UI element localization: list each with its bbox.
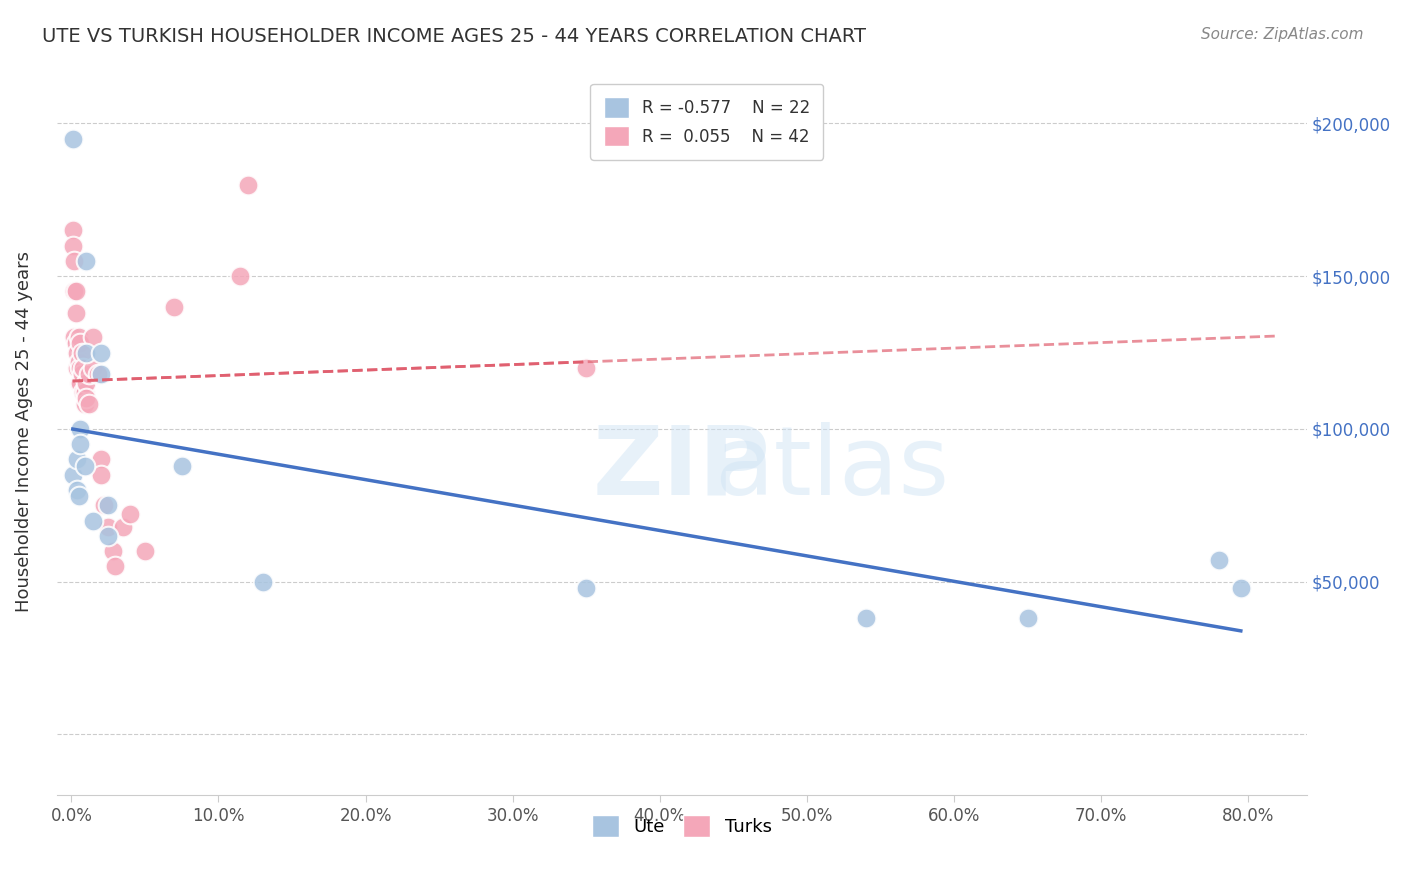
Point	[73, 385, 96, 400]
Point	[75, 376, 97, 390]
Point	[82, 514, 104, 528]
Point	[1208, 553, 1230, 567]
Text: UTE VS TURKISH HOUSEHOLDER INCOME AGES 25 - 44 YEARS CORRELATION CHART: UTE VS TURKISH HOUSEHOLDER INCOME AGES 2…	[42, 27, 866, 45]
Point	[229, 269, 252, 284]
Point	[65, 306, 87, 320]
Point	[575, 581, 598, 595]
Point	[67, 376, 90, 390]
Point	[66, 452, 89, 467]
Point	[67, 355, 90, 369]
Point	[66, 360, 89, 375]
Text: Source: ZipAtlas.com: Source: ZipAtlas.com	[1201, 27, 1364, 42]
Point	[75, 345, 97, 359]
Point	[73, 458, 96, 473]
Point	[82, 330, 104, 344]
Point	[62, 467, 84, 482]
Point	[120, 508, 142, 522]
Point	[1230, 581, 1253, 595]
Point	[70, 367, 93, 381]
Point	[93, 498, 115, 512]
Point	[90, 452, 112, 467]
Point	[77, 397, 100, 411]
Point	[72, 385, 94, 400]
Point	[65, 336, 87, 351]
Point	[66, 345, 89, 359]
Point	[66, 483, 89, 497]
Point	[163, 300, 186, 314]
Point	[575, 360, 598, 375]
Point	[82, 360, 104, 375]
Point	[63, 330, 86, 344]
Point	[101, 544, 124, 558]
Point	[65, 285, 87, 299]
Point	[97, 498, 120, 512]
Point	[69, 437, 91, 451]
Point	[67, 489, 90, 503]
Point	[90, 367, 112, 381]
Point	[69, 360, 91, 375]
Point	[62, 238, 84, 252]
Point	[63, 285, 86, 299]
Point	[90, 467, 112, 482]
Point	[69, 422, 91, 436]
Point	[170, 458, 193, 473]
Legend: Ute, Turks: Ute, Turks	[585, 808, 779, 845]
Point	[75, 392, 97, 406]
Point	[855, 611, 877, 625]
Point	[90, 345, 112, 359]
Point	[70, 345, 93, 359]
Text: atlas: atlas	[714, 422, 949, 515]
Point	[87, 367, 110, 381]
Point	[252, 574, 274, 589]
Point	[111, 519, 134, 533]
Point	[1017, 611, 1039, 625]
Point	[69, 376, 91, 390]
Text: ZIP: ZIP	[593, 422, 770, 515]
Point	[73, 397, 96, 411]
Point	[104, 559, 127, 574]
Point	[67, 330, 90, 344]
Point	[236, 178, 259, 192]
Point	[69, 336, 91, 351]
Point	[62, 223, 84, 237]
Point	[97, 529, 120, 543]
Point	[75, 254, 97, 268]
Y-axis label: Householder Income Ages 25 - 44 years: Householder Income Ages 25 - 44 years	[15, 252, 32, 613]
Point	[134, 544, 156, 558]
Point	[63, 254, 86, 268]
Point	[62, 132, 84, 146]
Point	[72, 360, 94, 375]
Point	[77, 367, 100, 381]
Point	[97, 519, 120, 533]
